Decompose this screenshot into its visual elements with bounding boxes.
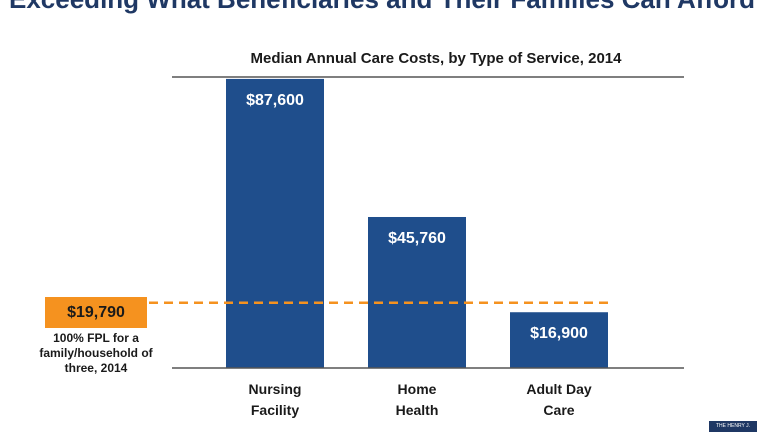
bar-0	[226, 78, 324, 369]
slide-title: Exceeding What Beneficiaries and Their F…	[0, 0, 764, 15]
bar-value-label-0: $87,600	[246, 92, 304, 109]
bar-2	[510, 312, 608, 368]
kaiser-logo: THE HENRY J.	[709, 421, 757, 432]
fpl-value-badge: $19,790	[45, 297, 147, 328]
bar-1	[368, 216, 466, 368]
chart-title: Median Annual Care Costs, by Type of Ser…	[251, 50, 623, 67]
category-label-0: Nursing Facility	[249, 381, 302, 418]
category-label-2: Adult Day Care	[526, 381, 592, 418]
bar-value-label-2: $16,900	[530, 325, 588, 342]
bar-value-label-1: $45,760	[388, 230, 446, 247]
category-label-1: Home Health	[396, 381, 439, 418]
fpl-caption: 100% FPL for a family/household of three…	[39, 331, 153, 375]
